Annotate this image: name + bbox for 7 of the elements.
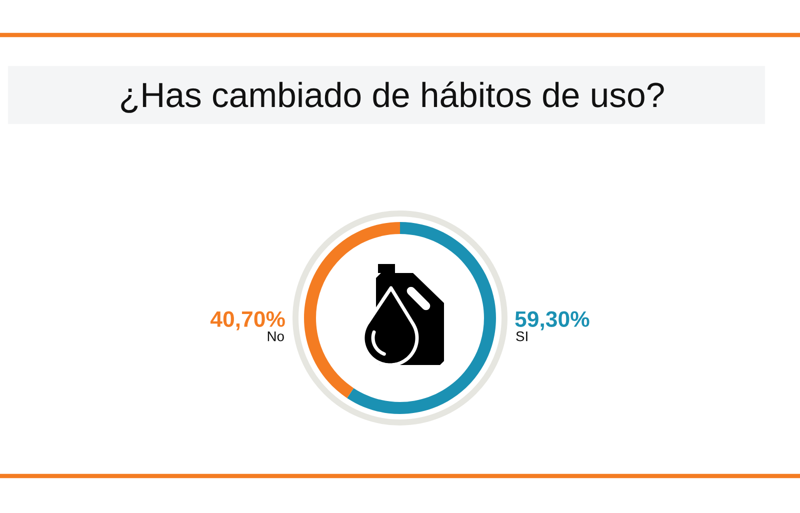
slice-label: No [268, 332, 284, 342]
chart-title: ¿Has cambiado de hábitos de uso? [121, 81, 664, 113]
donut-slice [347, 222, 496, 414]
slice-label: SI [516, 331, 528, 342]
data-label: 59,30% [515, 311, 590, 330]
data-label: 40,70% [210, 311, 285, 330]
donut-slice [304, 222, 400, 398]
